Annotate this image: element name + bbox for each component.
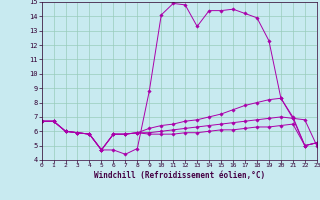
- X-axis label: Windchill (Refroidissement éolien,°C): Windchill (Refroidissement éolien,°C): [94, 171, 265, 180]
